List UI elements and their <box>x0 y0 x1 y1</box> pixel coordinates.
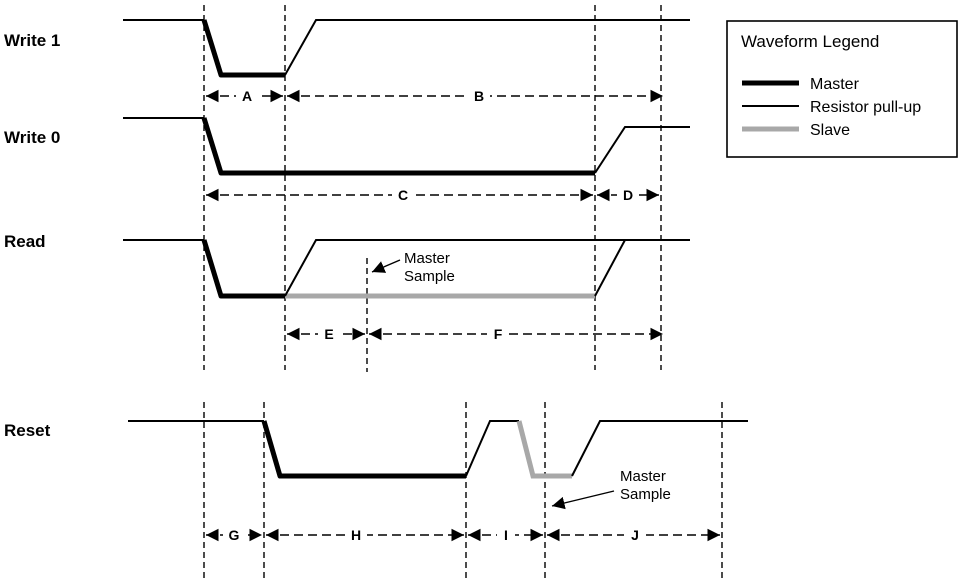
svg-text:Sample: Sample <box>404 268 455 285</box>
segment-label-g: G <box>229 527 240 543</box>
svg-text:Master: Master <box>620 468 666 485</box>
label-read: Read <box>4 232 46 251</box>
legend-box <box>726 20 958 158</box>
waveform-write-1 <box>123 19 690 78</box>
waveform-reset <box>128 420 748 479</box>
segment-label-h: H <box>351 527 361 543</box>
svg-text:Master: Master <box>404 250 450 267</box>
segment-label-d: D <box>623 187 633 203</box>
segment-label-j: J <box>631 527 639 543</box>
segment-label-a: A <box>242 88 252 104</box>
segment-label-i: I <box>504 527 508 543</box>
pointer-arrow <box>371 259 401 273</box>
label-write-1: Write 1 <box>4 31 60 50</box>
master-sample-note-reset: Master Sample <box>551 468 671 510</box>
label-write-0: Write 0 <box>4 128 60 147</box>
segment-label-c: C <box>398 187 408 203</box>
legend-item-master: Master <box>810 76 860 93</box>
pointer-arrow <box>551 490 615 510</box>
waveform-write-0 <box>123 117 690 176</box>
waveform-read <box>123 239 690 299</box>
master-sample-note-read: Master Sample <box>371 250 455 285</box>
waveform-legend: Waveform Legend Master Resistor pull-up … <box>726 20 958 158</box>
legend-item-pullup: Resistor pull-up <box>810 99 921 116</box>
svg-text:Sample: Sample <box>620 486 671 503</box>
segment-label-e: E <box>324 326 333 342</box>
segment-label-b: B <box>474 88 484 104</box>
segment-label-f: F <box>494 326 503 342</box>
legend-title: Waveform Legend <box>741 32 879 51</box>
legend-item-slave: Slave <box>810 122 850 139</box>
label-reset: Reset <box>4 421 51 440</box>
